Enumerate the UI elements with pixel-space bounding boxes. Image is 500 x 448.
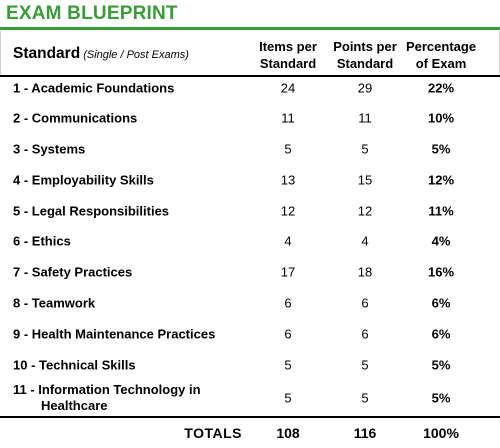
table-row: 6 - Ethics 4 4 4% xyxy=(0,226,500,256)
row-points: 5 xyxy=(361,390,369,406)
row-items: 11 xyxy=(281,110,295,126)
row-points: 18 xyxy=(357,264,373,280)
row-standard: 9 - Health Maintenance Practices xyxy=(13,326,216,342)
row-percentage: 5% xyxy=(431,357,451,373)
row-points: 29 xyxy=(357,80,373,96)
table-row: 11 - Information Technology in Healthcar… xyxy=(0,380,500,416)
totals-percentage: 100% xyxy=(423,425,459,441)
header-standard-label: Standard xyxy=(13,45,81,62)
row-standard-line1: 11 - Information Technology in xyxy=(13,382,201,397)
row-items: 4 xyxy=(284,233,292,249)
row-items: 12 xyxy=(280,203,296,219)
row-standard: 1 - Academic Foundations xyxy=(13,80,175,96)
header-standard-note: (Single / Post Exams) xyxy=(83,49,189,61)
row-standard: 3 - Systems xyxy=(13,141,86,157)
row-percentage: 22% xyxy=(427,80,455,96)
row-percentage: 10% xyxy=(427,110,455,126)
row-percentage: 11% xyxy=(428,203,454,219)
row-standard: 11 - Information Technology in Healthcar… xyxy=(13,382,243,414)
row-items: 5 xyxy=(284,141,292,157)
row-percentage: 6% xyxy=(431,326,451,342)
row-standard: 4 - Employability Skills xyxy=(13,172,154,188)
header-items-line1: Items per xyxy=(259,39,317,54)
header-points-per-standard: Points per Standard xyxy=(320,38,410,72)
header-standard: Standard (Single / Post Exams) xyxy=(13,45,189,63)
row-points: 12 xyxy=(357,203,373,219)
totals-divider xyxy=(0,416,500,418)
row-items: 6 xyxy=(284,326,292,342)
row-points: 11 xyxy=(358,110,372,126)
row-points: 6 xyxy=(361,295,369,311)
table-row: 3 - Systems 5 5 5% xyxy=(0,134,500,164)
row-standard-line2: Healthcare xyxy=(41,398,108,413)
table-row: 8 - Teamwork 6 6 6% xyxy=(0,288,500,318)
table-row: 5 - Legal Responsibilities 12 12 11% xyxy=(0,196,500,226)
row-percentage: 5% xyxy=(431,390,451,406)
row-percentage: 5% xyxy=(431,141,451,157)
header-percentage-of-exam: Percentage of Exam xyxy=(396,38,486,72)
row-percentage: 6% xyxy=(431,295,451,311)
header-pct-line2: of Exam xyxy=(415,56,467,71)
table-row: 1 - Academic Foundations 24 29 22% xyxy=(0,73,500,103)
row-percentage: 4% xyxy=(431,233,451,249)
header-items-line2: Standard xyxy=(259,56,317,71)
totals-points: 116 xyxy=(353,425,377,441)
row-points: 6 xyxy=(361,326,369,342)
table-row: 7 - Safety Practices 17 18 16% xyxy=(0,257,500,287)
row-items: 6 xyxy=(284,295,292,311)
row-standard: 5 - Legal Responsibilities xyxy=(13,203,170,219)
page-title: EXAM BLUEPRINT xyxy=(6,3,178,24)
row-standard: 2 - Communications xyxy=(13,110,138,126)
row-items: 13 xyxy=(280,172,296,188)
table-row: 10 - Technical Skills 5 5 5% xyxy=(0,350,500,380)
table-row: 2 - Communications 11 11 10% xyxy=(0,103,500,133)
row-items: 5 xyxy=(284,357,292,373)
row-percentage: 12% xyxy=(427,172,455,188)
table-row: 4 - Employability Skills 13 15 12% xyxy=(0,165,500,195)
row-standard: 10 - Technical Skills xyxy=(13,357,136,373)
row-standard: 7 - Safety Practices xyxy=(13,264,133,280)
header-points-line1: Points per xyxy=(333,39,397,54)
row-items: 5 xyxy=(284,390,292,406)
table-row: 9 - Health Maintenance Practices 6 6 6% xyxy=(0,319,500,349)
row-standard: 8 - Teamwork xyxy=(13,295,96,311)
totals-items: 108 xyxy=(276,425,300,441)
header-pct-line1: Percentage xyxy=(405,39,477,54)
row-points: 5 xyxy=(361,141,369,157)
row-points: 15 xyxy=(357,172,373,188)
header-items-per-standard: Items per Standard xyxy=(243,38,333,72)
row-points: 5 xyxy=(361,357,369,373)
header-divider xyxy=(0,75,500,77)
title-underline xyxy=(0,27,500,30)
row-points: 4 xyxy=(361,233,369,249)
row-percentage: 16% xyxy=(427,264,455,280)
header-points-line2: Standard xyxy=(336,56,394,71)
row-standard: 6 - Ethics xyxy=(13,233,71,249)
totals-row: TOTALS 108 116 100% xyxy=(0,418,500,448)
row-items: 24 xyxy=(280,80,296,96)
row-items: 17 xyxy=(280,264,296,280)
totals-label: TOTALS xyxy=(184,425,242,441)
